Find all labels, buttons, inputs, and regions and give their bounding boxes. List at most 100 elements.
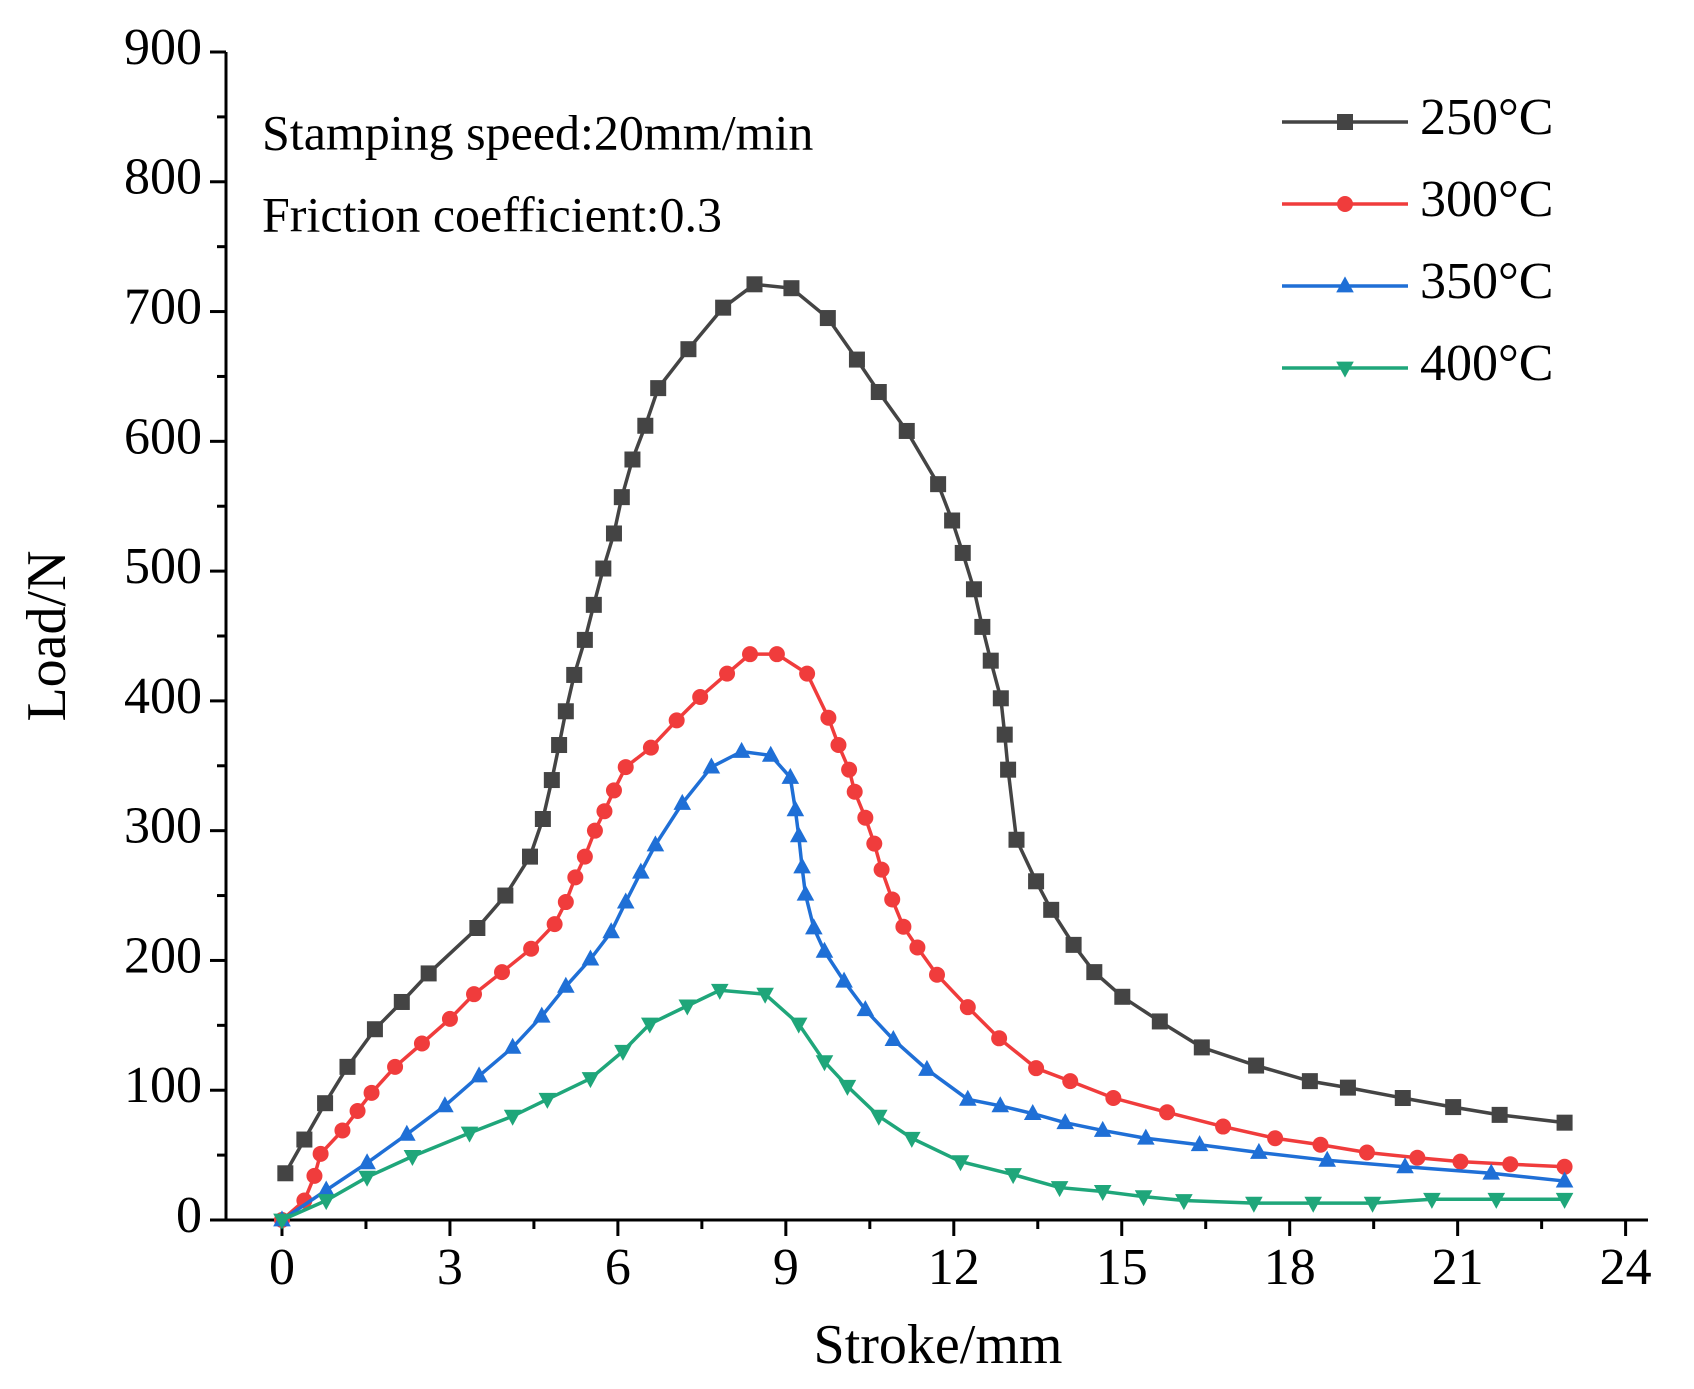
data-point bbox=[1556, 1158, 1573, 1175]
data-point bbox=[1304, 1196, 1323, 1213]
data-point bbox=[702, 757, 721, 774]
y-tick-label: 300 bbox=[124, 798, 202, 855]
data-point bbox=[930, 476, 947, 493]
data-point bbox=[557, 703, 574, 720]
legend-marker bbox=[1336, 361, 1354, 378]
data-point bbox=[944, 512, 961, 529]
data-point bbox=[436, 1096, 454, 1113]
data-point bbox=[1004, 1168, 1022, 1185]
y-tick-label: 700 bbox=[124, 278, 202, 335]
data-point bbox=[909, 939, 926, 956]
data-point bbox=[1023, 1103, 1042, 1120]
data-point bbox=[1363, 1196, 1382, 1213]
data-point bbox=[1267, 1130, 1284, 1147]
data-point bbox=[1445, 1099, 1462, 1116]
data-point bbox=[783, 280, 800, 297]
data-point bbox=[420, 965, 437, 982]
x-tick-label: 6 bbox=[605, 1239, 631, 1296]
y-tick-label: 200 bbox=[124, 927, 202, 984]
data-point bbox=[1556, 1114, 1573, 1131]
data-point bbox=[366, 1021, 383, 1038]
data-point bbox=[466, 986, 483, 1003]
data-point bbox=[543, 772, 560, 789]
data-point bbox=[848, 351, 865, 368]
data-point bbox=[1423, 1192, 1441, 1209]
series-line bbox=[283, 282, 1565, 1175]
data-point bbox=[761, 745, 780, 762]
data-point bbox=[918, 1059, 936, 1076]
data-point bbox=[991, 1030, 1008, 1047]
data-point bbox=[786, 800, 805, 817]
y-tick-label: 800 bbox=[124, 149, 202, 206]
data-point bbox=[974, 618, 991, 635]
data-point bbox=[441, 1010, 458, 1027]
data-point bbox=[789, 1017, 808, 1034]
x-axis-label: Stroke/mm bbox=[814, 1314, 1063, 1376]
data-point bbox=[1190, 1135, 1209, 1152]
x-tick-label: 0 bbox=[269, 1239, 295, 1296]
data-point bbox=[819, 310, 836, 327]
data-point bbox=[898, 422, 915, 439]
data-point bbox=[567, 869, 584, 886]
data-point bbox=[632, 862, 650, 879]
data-point bbox=[1248, 1057, 1265, 1074]
data-point bbox=[1358, 1144, 1375, 1161]
data-point bbox=[503, 1037, 522, 1054]
data-point bbox=[1245, 1196, 1263, 1213]
data-point bbox=[349, 1102, 366, 1119]
data-point bbox=[793, 857, 811, 874]
data-point bbox=[1193, 1039, 1210, 1056]
data-point bbox=[1093, 1185, 1112, 1202]
data-point bbox=[815, 941, 834, 958]
series bbox=[273, 646, 1573, 1228]
data-point bbox=[494, 964, 511, 981]
data-point bbox=[358, 1153, 376, 1170]
data-point bbox=[710, 983, 729, 1000]
data-point bbox=[581, 949, 600, 966]
data-point bbox=[884, 1030, 903, 1047]
data-point bbox=[768, 646, 785, 663]
data-point bbox=[1062, 1073, 1079, 1090]
x-tick-label: 12 bbox=[928, 1239, 980, 1296]
data-point bbox=[296, 1192, 313, 1209]
data-point bbox=[277, 1165, 294, 1182]
data-point bbox=[1312, 1136, 1329, 1153]
data-point bbox=[1555, 1192, 1574, 1209]
data-point bbox=[1159, 1104, 1176, 1121]
y-axis-label: Load/N bbox=[16, 550, 78, 721]
data-point bbox=[866, 835, 883, 852]
data-point bbox=[296, 1131, 313, 1148]
data-point bbox=[992, 690, 1009, 707]
data-point bbox=[1056, 1113, 1075, 1130]
data-point bbox=[595, 560, 612, 577]
data-point bbox=[870, 384, 887, 401]
data-point bbox=[996, 726, 1013, 743]
annotation: Friction coefficient:0.3 bbox=[262, 186, 722, 242]
data-point bbox=[523, 940, 540, 957]
data-point bbox=[951, 1155, 970, 1172]
data-point bbox=[1301, 1073, 1318, 1090]
data-point bbox=[1114, 988, 1131, 1005]
data-point bbox=[358, 1170, 376, 1187]
data-point bbox=[673, 793, 692, 810]
data-point bbox=[641, 1017, 659, 1034]
data-point bbox=[1396, 1157, 1414, 1174]
legend-label: 250°C bbox=[1420, 89, 1553, 146]
series bbox=[273, 983, 1574, 1230]
data-point bbox=[470, 1066, 488, 1083]
legend-marker bbox=[1337, 114, 1353, 130]
data-point bbox=[958, 1089, 977, 1106]
data-point bbox=[532, 1006, 551, 1023]
data-point bbox=[413, 1035, 430, 1052]
data-point bbox=[551, 737, 568, 754]
data-point bbox=[1050, 1181, 1069, 1198]
data-point bbox=[576, 631, 593, 648]
data-point bbox=[1028, 1060, 1045, 1077]
data-point bbox=[596, 803, 613, 820]
legend-label: 300°C bbox=[1420, 171, 1553, 228]
data-point bbox=[903, 1131, 921, 1148]
data-point bbox=[856, 1000, 875, 1017]
data-point bbox=[1008, 831, 1025, 848]
